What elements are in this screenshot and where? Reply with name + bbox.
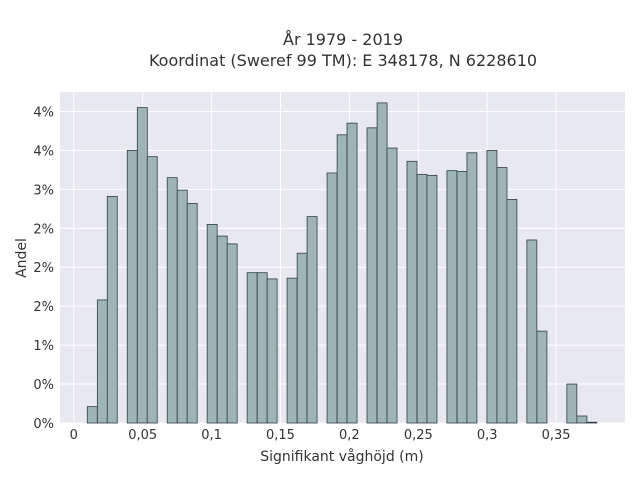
x-tick-label-6: 0,3 [477,428,498,443]
histogram-bar-25 [416,174,428,424]
histogram-bar-11 [226,243,238,424]
histogram-bar-26 [426,174,438,424]
histogram-bar-13 [256,272,268,424]
y-tick-label-3: 2% [33,300,54,315]
histogram-bar-33 [526,239,538,424]
histogram-bar-21 [366,127,378,424]
x-tick-label-5: 0,25 [404,428,433,443]
histogram-bar-2 [106,195,118,424]
histogram-bar-17 [306,216,318,424]
histogram-bar-27 [446,170,458,424]
y-axis-label: Andel [14,238,30,278]
histogram-bar-6 [166,177,178,424]
y-tick-label-8: 4% [33,105,54,120]
x-tick-label-7: 0,35 [542,428,571,443]
histogram-bar-20 [346,122,358,424]
histogram-bar-18 [326,172,338,424]
histogram-bar-37 [576,415,588,424]
histogram-bar-3 [126,150,138,424]
chart-title: År 1979 - 2019 [283,30,403,49]
histogram-bar-1 [96,299,108,424]
histogram-bar-4 [136,107,148,424]
x-tick-label-0: 0 [70,428,78,443]
bars [86,102,598,424]
histogram-bar-34 [536,330,548,424]
x-tick-label-3: 0,15 [266,428,295,443]
histogram-bar-22 [376,102,388,424]
histogram-bar-30 [486,150,498,424]
histogram-bar-10 [216,235,228,424]
y-tick-label-2: 1% [33,339,54,354]
x-axis-ticks: 0 0,05 0,1 0,15 0,2 0,25 0,3 0,35 [70,428,571,443]
histogram-bar-14 [266,278,278,424]
histogram-bar-38 [586,421,598,424]
y-tick-label-5: 2% [33,222,54,237]
x-tick-label-1: 0,05 [128,428,157,443]
histogram-bar-16 [296,252,308,424]
histogram-bar-5 [146,156,158,424]
histogram-bar-31 [496,167,508,424]
histogram-bar-28 [456,171,468,424]
x-axis-label: Signifikant våghöjd (m) [260,448,423,465]
y-tick-label-1: 0% [33,378,54,393]
histogram-bar-19 [336,134,348,424]
y-tick-label-7: 4% [33,144,54,159]
histogram-bar-36 [566,383,578,424]
y-tick-label-0: 0% [33,417,54,432]
histogram-bar-23 [386,147,398,424]
chart-subtitle: Koordinat (Sweref 99 TM): E 348178, N 62… [149,51,537,70]
histogram-bar-8 [186,202,198,424]
histogram-bar-9 [206,223,218,424]
histogram-bar-12 [246,272,258,424]
histogram-bar-29 [466,152,478,424]
y-tick-label-4: 2% [33,261,54,276]
y-axis-ticks: 0% 0% 1% 2% 2% 2% 3% 4% 4% [33,105,54,432]
histogram-bar-24 [406,160,418,424]
y-tick-label-6: 3% [33,183,54,198]
histogram-bar-7 [176,189,188,424]
x-tick-label-2: 0,1 [201,428,222,443]
histogram-bar-15 [286,277,298,424]
histogram-bar-0 [86,406,98,424]
x-tick-label-4: 0,2 [339,428,360,443]
histogram-bar-32 [506,199,518,424]
